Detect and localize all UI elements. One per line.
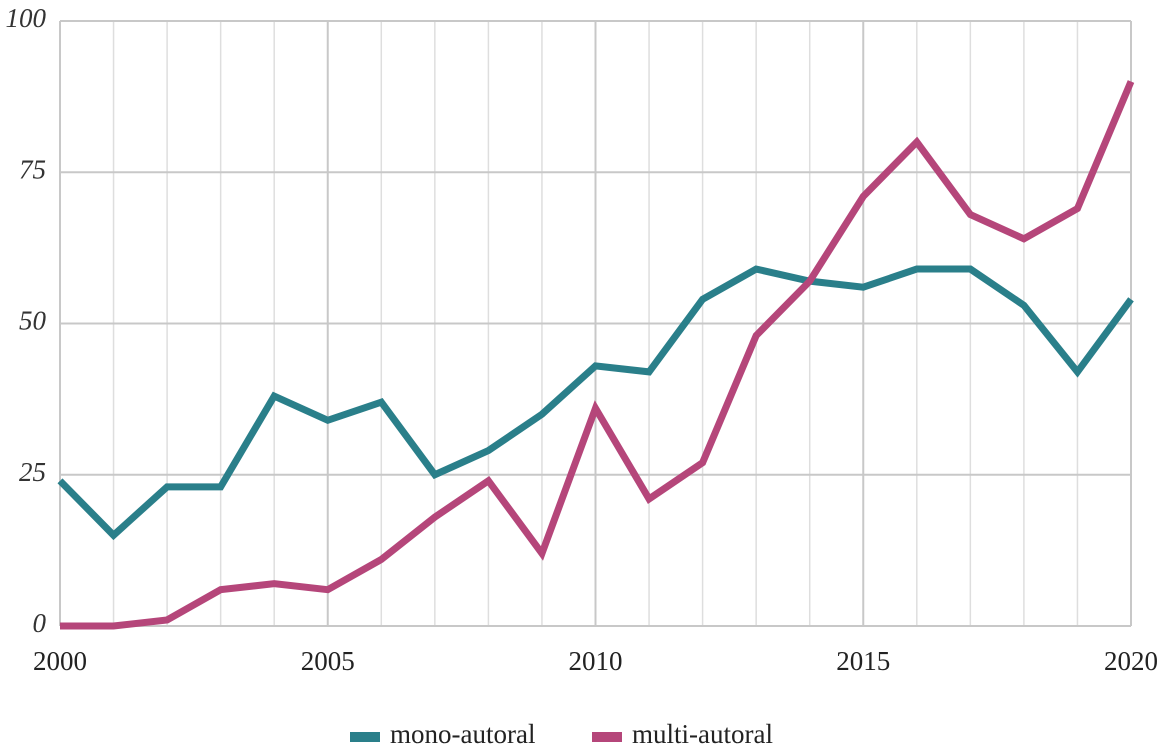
y-tick-label: 50 — [19, 306, 47, 336]
x-tick-label: 2005 — [301, 646, 355, 676]
series-line — [57, 265, 1134, 541]
y-tick-label: 75 — [19, 154, 46, 184]
y-tick-label: 0 — [33, 608, 47, 638]
x-tick-label: 2020 — [1104, 646, 1158, 676]
legend-label: mono-autoral — [390, 719, 535, 747]
x-tick-label: 2010 — [569, 646, 623, 676]
x-tick-label: 2015 — [836, 646, 890, 676]
y-tick-label: 100 — [6, 3, 47, 33]
legend-label: multi-autoral — [632, 719, 773, 747]
y-tick-label: 25 — [19, 457, 46, 487]
x-tick-label: 2000 — [33, 646, 87, 676]
series-line — [60, 80, 1135, 630]
legend-swatch — [592, 732, 622, 742]
legend-swatch — [350, 732, 380, 742]
